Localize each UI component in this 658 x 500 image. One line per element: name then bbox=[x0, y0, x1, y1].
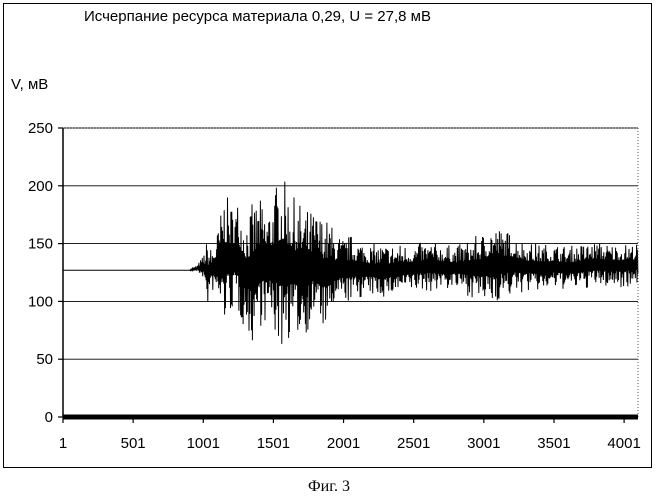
y-tick-label-100: 100 bbox=[28, 293, 53, 310]
y-tick-labels: 0 50 100 150 200 250 bbox=[28, 120, 53, 426]
y-tick-label-250: 250 bbox=[28, 120, 53, 137]
y-tick-label-0: 0 bbox=[45, 409, 53, 426]
x-tick-label-2001: 2001 bbox=[327, 435, 360, 452]
y-tick-label-50: 50 bbox=[36, 351, 53, 368]
x-tick-label-2501: 2501 bbox=[397, 435, 430, 452]
x-tick-label-501: 501 bbox=[121, 435, 146, 452]
x-tick-label-3001: 3001 bbox=[467, 435, 500, 452]
x-tick-label-1501: 1501 bbox=[257, 435, 290, 452]
x-tick-label-1: 1 bbox=[59, 435, 67, 452]
y-tick-label-200: 200 bbox=[28, 178, 53, 195]
x-tick-label-4001: 4001 bbox=[607, 435, 640, 452]
figure-caption: Фиг. 3 bbox=[0, 478, 658, 496]
signal-line bbox=[63, 182, 638, 344]
signal-series bbox=[63, 182, 638, 344]
y-tick-label-150: 150 bbox=[28, 236, 53, 253]
x-tick-label-3501: 3501 bbox=[537, 435, 570, 452]
x-tick-labels: 15011001150120012501300135014001 bbox=[59, 435, 641, 452]
x-tick-label-1001: 1001 bbox=[187, 435, 220, 452]
